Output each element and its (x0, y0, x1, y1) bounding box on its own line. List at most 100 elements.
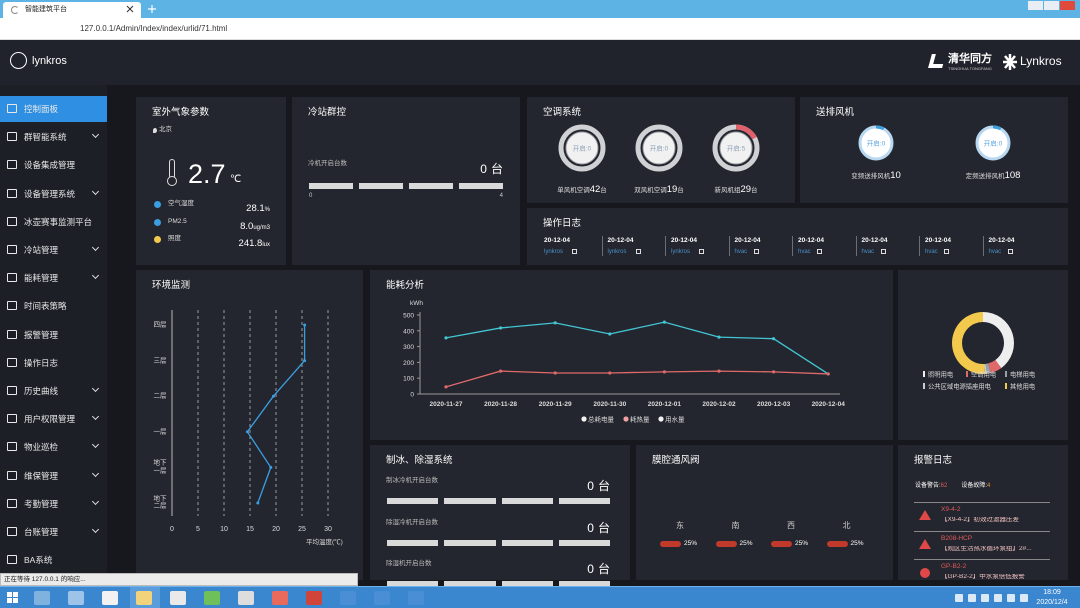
menu-item[interactable]: 用户权限管理 (0, 406, 107, 432)
log-user[interactable]: lynkros (671, 249, 691, 255)
legend-label: 照明用电 (928, 369, 954, 378)
menu-chevron (91, 469, 100, 477)
menu-item[interactable]: 控制面板 (0, 96, 107, 122)
valve-name: 南 (731, 521, 740, 530)
panel-title: 室外气象参数 (152, 107, 210, 118)
tray-icon (1007, 594, 1015, 602)
point (271, 394, 275, 398)
log-user[interactable]: hvac (861, 249, 875, 255)
browser-tab[interactable]: 智能建筑平台 (3, 2, 141, 18)
unit: ug/m3 (253, 224, 270, 231)
menu-item[interactable]: 维保管理 (0, 463, 107, 489)
fan-arc (875, 125, 885, 131)
x-tick-label: 25 (298, 526, 306, 533)
menu-icon (7, 386, 17, 395)
menu-chevron (91, 413, 100, 421)
taskbar-icon (340, 591, 356, 605)
log-user[interactable]: hvac (798, 249, 811, 255)
taskbar: 18:09 2020/12/4 (0, 586, 1080, 608)
alarm-text[interactable]: 【X9-4-2】初效过滤器压差 (941, 517, 1020, 523)
point (444, 336, 448, 340)
log-icon (572, 249, 577, 254)
oplog-panel: 操作日志 20-12-04 lynkros 20-12-04 lynkros 20-12-… (527, 208, 1068, 265)
menu-icon (7, 357, 17, 367)
menu-item[interactable]: 群智能系统 (0, 124, 107, 150)
panel-title: 空调系统 (543, 107, 582, 118)
segment (409, 183, 453, 189)
menu-icon (7, 498, 17, 508)
taskbar-icon (102, 591, 118, 605)
legend-label: 公共区域电源插座用电 (928, 381, 992, 390)
menu-item[interactable]: 物业巡检 (0, 434, 107, 460)
y-tick-label: 0 (410, 392, 414, 399)
status-text: 正在等待 127.0.0.1 的响应... (4, 576, 86, 583)
window-button (1044, 1, 1059, 10)
location: 北京 (159, 126, 172, 133)
x-tick-label: 2020-11-30 (593, 401, 626, 408)
point (303, 359, 307, 363)
point (553, 321, 557, 325)
valve-percent: 25% (739, 540, 753, 547)
log-user[interactable]: hvac (734, 249, 748, 255)
log-user[interactable]: hvac (925, 249, 938, 255)
menu-item[interactable]: BA系统 (0, 547, 107, 573)
menu-item[interactable]: 设备管理系统 (0, 181, 107, 207)
panel-title: 冷站群控 (308, 107, 347, 118)
partner-name: 清华同方 (948, 53, 992, 65)
row-label: PM2.5 (168, 217, 187, 225)
menu-item[interactable]: 时间表策略 (0, 293, 107, 319)
gauge-face (719, 131, 753, 165)
chiller-panel: 冷站群控 冷机开启台数 0 台 0 4 (292, 97, 520, 265)
panel-title: 送排风机 (816, 107, 855, 118)
menu-label: 台账管理 (24, 527, 59, 537)
weather-panel: 室外气象参数 北京 2.7 ℃ 空气湿度 28.1% PM2.5 8.0ug/m3 照度 241.… (136, 97, 286, 265)
lynkros-logo (1003, 54, 1017, 70)
warning-icon (919, 538, 931, 549)
log-user[interactable]: hvac (988, 249, 1002, 255)
log-user[interactable]: lynkros (544, 249, 564, 255)
point (608, 332, 612, 336)
menu-item[interactable]: 能耗管理 (0, 265, 107, 291)
legend-label: 空调用电 (971, 369, 997, 378)
valve-bar (826, 541, 848, 547)
valve-percent: 25% (795, 540, 809, 547)
log-date: 20-12-04 (861, 237, 888, 244)
series-line (445, 321, 829, 375)
menu-item[interactable]: 冷站管理 (0, 237, 107, 263)
menu-item[interactable]: 冰壶赛事监测平台 (0, 209, 107, 235)
menu-item[interactable]: 报警管理 (0, 322, 107, 348)
clock-date: 2020/12/4 (1036, 599, 1068, 606)
alarm-text[interactable]: 【GP-B2-2】中水泵倍低报警 (941, 574, 1025, 580)
segment (359, 183, 403, 189)
x-tick-label: 2020-11-29 (539, 401, 572, 408)
panel-title: 膜腔通风阀 (652, 455, 700, 466)
log-date: 20-12-04 (988, 237, 1015, 244)
point (717, 369, 721, 373)
log-icon (1007, 249, 1013, 254)
chart: 0 5 10 15 20 25 30 (170, 310, 332, 533)
row-value: 8.0ug/m3 (240, 217, 270, 233)
alarm-text[interactable]: 【观区生活热水循环泵组】2#... (941, 545, 1032, 552)
tray-icon (955, 594, 963, 602)
x-tick-label: 2020-12-04 (812, 401, 846, 408)
menu-item[interactable]: 台账管理 (0, 519, 107, 545)
menu-chevron (91, 441, 100, 449)
menu-item[interactable]: 操作日志 (0, 350, 107, 376)
panel-title: 环境监测 (152, 280, 191, 291)
y-tick-label: 地下二层 (153, 495, 167, 510)
menu-icon (7, 555, 17, 565)
menu-item[interactable]: 设备集成管理 (0, 152, 107, 178)
legend-swatch (623, 416, 629, 422)
log-icon (753, 249, 759, 254)
gauge-status: 开启:0 (650, 144, 669, 153)
x-tick-label: 2020-12-03 (757, 401, 791, 408)
total: 19 (666, 184, 678, 195)
log-user[interactable]: lynkros (607, 249, 627, 255)
row-label: 除湿机开启台数 (386, 560, 432, 567)
menu-icon (7, 273, 17, 283)
alarm-counts: 设备警告:62 设备故障:4 (915, 483, 990, 489)
menu-item[interactable]: 考勤管理 (0, 491, 107, 517)
menu-item[interactable]: 历史曲线 (0, 378, 107, 404)
